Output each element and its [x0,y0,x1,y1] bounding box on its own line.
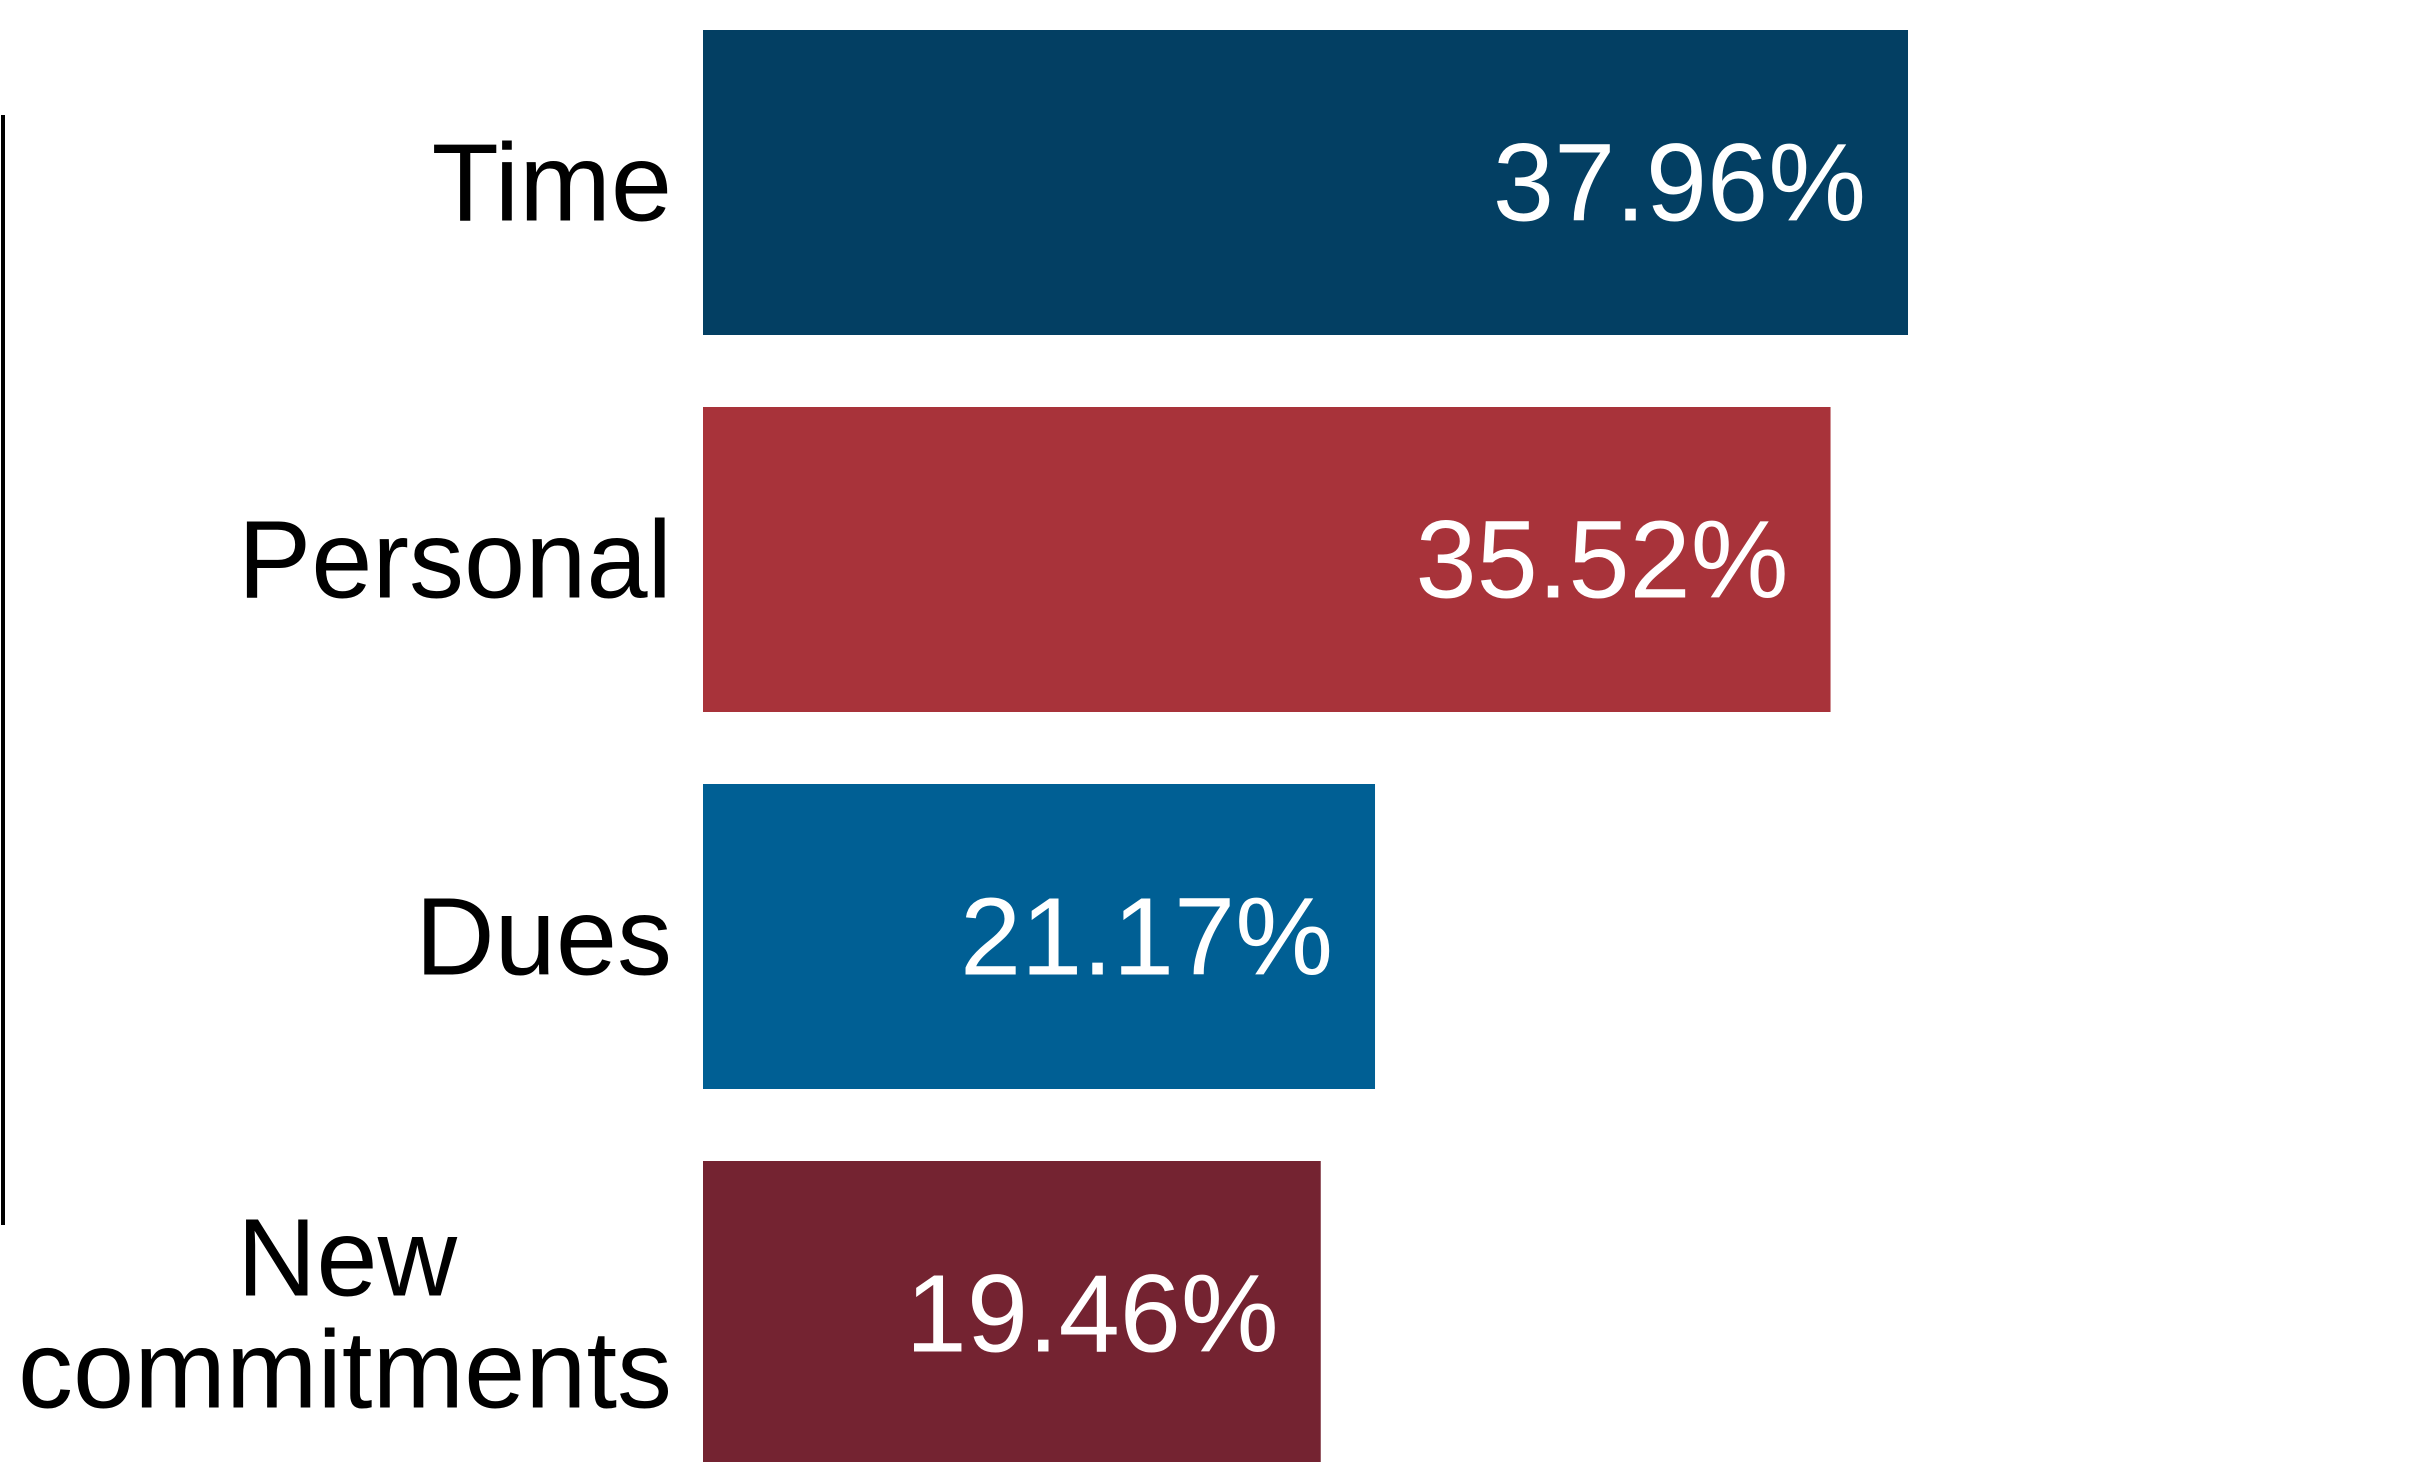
value-label-2: 21.17% [960,876,1333,999]
category-label-1: Personal [238,499,672,622]
category-labels: Time Personal Dues New commitments [18,122,672,1432]
bars-layer [703,30,1909,1462]
value-label-1: 35.52% [1415,499,1788,622]
bar-0 [703,30,1909,335]
value-label-3: 19.46% [906,1253,1279,1376]
bar-1 [703,407,1831,712]
category-label-0: Time [432,122,672,245]
value-label-0: 37.96% [1493,122,1866,245]
bar-3 [703,1161,1321,1462]
bar-2 [703,784,1376,1089]
value-labels: 37.96% 35.52% 21.17% 19.46% [906,122,1866,1376]
category-label-3: New commitments [18,1197,672,1432]
category-label-2: Dues [415,876,672,999]
